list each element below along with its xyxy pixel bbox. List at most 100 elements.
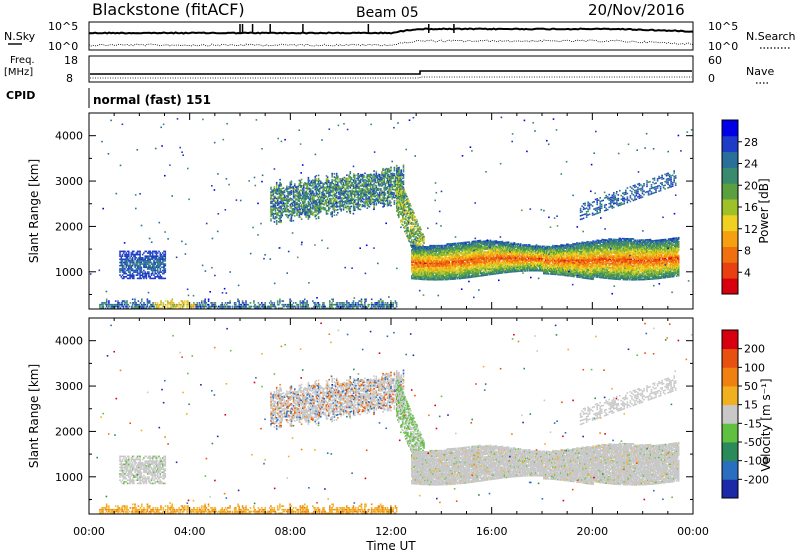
power-cell: [339, 186, 341, 188]
power-cell: [389, 200, 391, 202]
power-cell: [118, 306, 120, 308]
power-cell: [346, 174, 348, 176]
power-cell: [318, 218, 320, 220]
power-cell: [331, 174, 333, 176]
power-cell: [137, 270, 139, 272]
power-cell: [158, 306, 160, 308]
power-cell: [149, 302, 151, 304]
power-cell: [394, 170, 396, 172]
power-cell: [403, 189, 405, 191]
nsky-label: N.Sky: [4, 30, 36, 43]
power-cell: [381, 171, 383, 173]
power-cell: [413, 212, 415, 214]
power-cell: [331, 214, 333, 216]
power-cell: [245, 306, 247, 308]
power-cell: [156, 273, 158, 275]
power-cell: [202, 304, 204, 306]
power-cell: [300, 210, 302, 212]
power-cell: [148, 273, 150, 275]
power-cell: [138, 300, 140, 302]
power-cell: [361, 195, 363, 197]
power-cell: [294, 209, 296, 211]
power-cell: [388, 168, 390, 170]
power-cell: [403, 169, 405, 171]
power-cell: [280, 220, 282, 222]
power-cell: [301, 179, 303, 181]
power-cell: [126, 300, 128, 302]
power-cell: [440, 272, 442, 274]
power-cell: [332, 299, 334, 301]
power-cell: [287, 217, 289, 219]
power-cell: [204, 304, 206, 306]
power-cell: [336, 214, 338, 216]
power-cell: [347, 188, 349, 190]
power-cell: [369, 304, 371, 306]
power-cell: [305, 191, 307, 193]
power-cell: [305, 216, 307, 218]
power-cell: [391, 187, 393, 189]
power-cell: [264, 302, 266, 304]
power-cell: [354, 175, 356, 177]
power-cell: [398, 215, 400, 217]
power-cell: [350, 173, 352, 175]
power-cell: [331, 176, 333, 178]
power-cell: [354, 176, 356, 178]
power-cell: [132, 268, 134, 270]
power-cell: [396, 172, 398, 174]
power-cell: [411, 223, 413, 225]
power-cell: [333, 202, 335, 204]
power-cell: [158, 251, 160, 253]
power-cell: [149, 254, 151, 256]
power-cell: [340, 183, 342, 185]
power-cell: [339, 202, 341, 204]
power-cell: [301, 195, 303, 197]
power-cell: [316, 218, 318, 220]
power-cell: [144, 304, 146, 306]
power-cell: [299, 191, 301, 193]
power-cell: [283, 187, 285, 189]
power-cell: [319, 193, 321, 195]
power-cell: [403, 171, 405, 173]
power-cell: [357, 306, 359, 308]
power-cell: [275, 306, 277, 308]
power-cell: [316, 175, 318, 177]
power-cell: [397, 175, 399, 177]
power-cell: [124, 304, 126, 306]
power-cell: [131, 255, 133, 257]
power-cell: [115, 300, 117, 302]
power-cell: [364, 304, 366, 306]
power-cell: [354, 209, 356, 211]
power-cell: [165, 257, 167, 259]
power-cell: [346, 304, 348, 306]
power-cell: [400, 169, 402, 171]
power-cell: [280, 185, 282, 187]
power-cell: [389, 189, 391, 191]
power-cell: [157, 255, 159, 257]
power-cell: [165, 270, 167, 272]
power-cell: [383, 179, 385, 181]
nave-tick-low: 0: [708, 72, 715, 85]
power-cell: [355, 304, 357, 306]
power-cell: [160, 260, 162, 262]
power-cell: [337, 177, 339, 179]
power-cell: [404, 197, 406, 199]
power-cell: [172, 300, 174, 302]
power-cell: [280, 222, 282, 224]
power-cell: [334, 214, 336, 216]
power-cell: [122, 274, 124, 276]
power-cell: [160, 302, 162, 304]
power-cell: [146, 265, 148, 267]
power-cell: [423, 239, 425, 241]
power-cell: [165, 268, 167, 270]
power-cell: [279, 299, 281, 301]
power-cell: [314, 302, 316, 304]
power-cell: [156, 251, 158, 253]
power-cell: [373, 194, 375, 196]
power-cell: [279, 300, 281, 302]
power-cell: [119, 274, 121, 276]
power-cell: [118, 302, 120, 304]
beam-title: Beam 05: [356, 5, 419, 21]
power-cell: [165, 252, 167, 254]
power-cell: [299, 215, 301, 217]
nave-tick-high: 60: [708, 54, 722, 67]
